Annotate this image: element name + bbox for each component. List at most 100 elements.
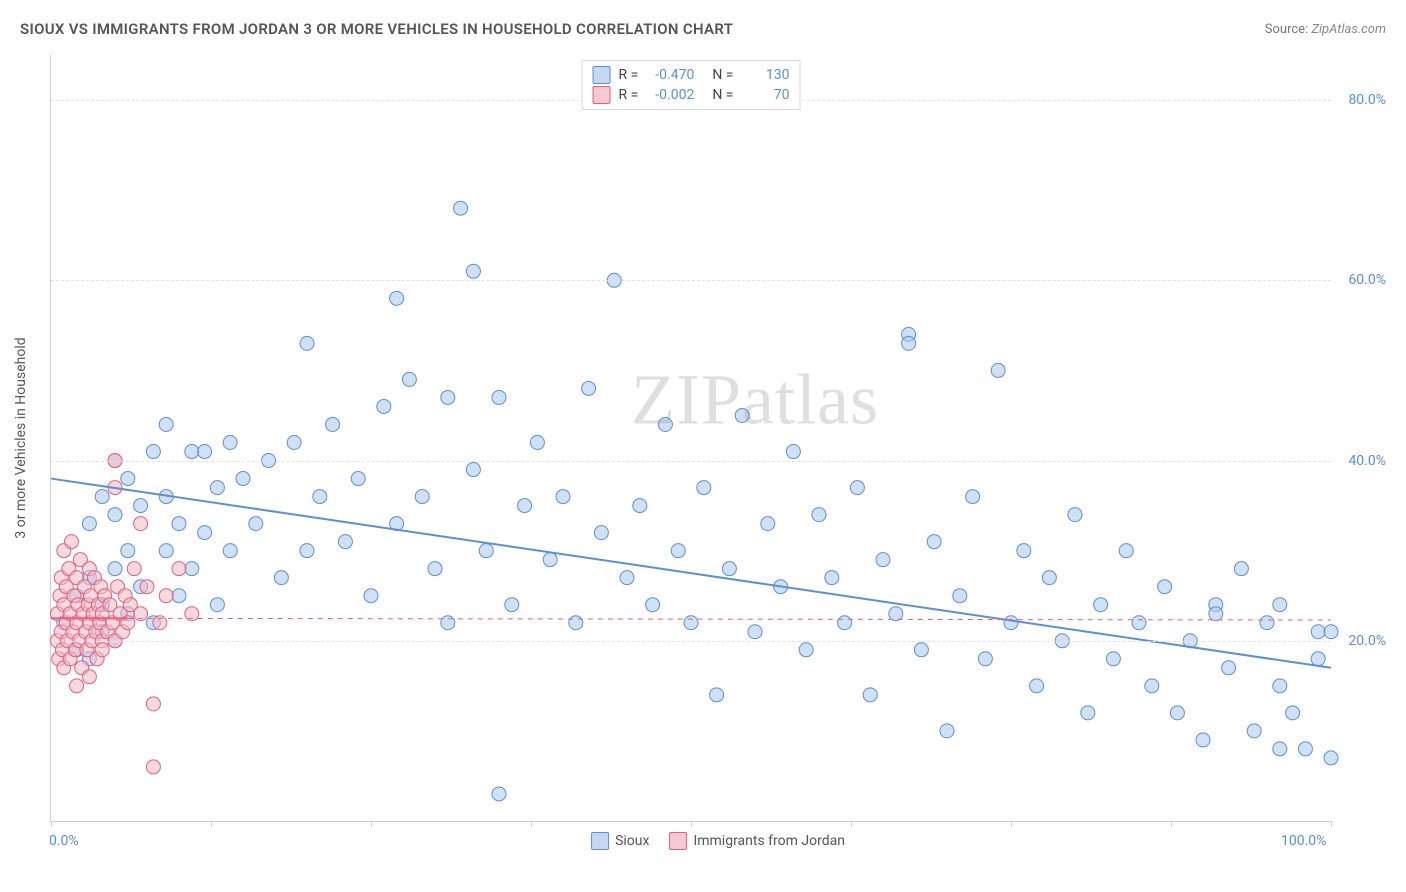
xtick xyxy=(51,821,52,827)
stat-n-label: N = xyxy=(712,67,733,83)
ytick-label: 80.0% xyxy=(1348,92,1386,108)
data-point xyxy=(889,607,903,621)
data-point xyxy=(210,481,224,495)
data-point xyxy=(338,535,352,549)
data-point xyxy=(1324,751,1338,765)
stat-n-label: N = xyxy=(712,87,733,103)
data-point xyxy=(825,571,839,585)
data-point xyxy=(735,408,749,422)
data-point xyxy=(236,472,250,486)
data-point xyxy=(492,390,506,404)
xtick xyxy=(1011,821,1012,827)
xtick xyxy=(371,821,372,827)
data-point xyxy=(1158,580,1172,594)
data-point xyxy=(223,544,237,558)
legend-item-sioux: Sioux xyxy=(591,832,649,850)
data-point xyxy=(95,490,109,504)
data-point xyxy=(620,571,634,585)
data-point xyxy=(1119,544,1133,558)
data-point xyxy=(134,517,148,531)
ytick-label: 40.0% xyxy=(1348,453,1386,469)
bottom-legend: Sioux Immigrants from Jordan xyxy=(591,832,845,850)
data-point xyxy=(326,417,340,431)
data-point xyxy=(1273,679,1287,693)
data-point xyxy=(159,544,173,558)
data-point xyxy=(1209,607,1223,621)
data-point xyxy=(799,643,813,657)
chart-container: R = -0.470 N = 130 R = -0.002 N = 70 ZIP… xyxy=(50,55,1386,852)
data-point xyxy=(1170,706,1184,720)
data-point xyxy=(185,445,199,459)
data-point xyxy=(466,463,480,477)
data-point xyxy=(556,490,570,504)
data-point xyxy=(441,616,455,630)
data-point xyxy=(1286,706,1300,720)
data-point xyxy=(863,688,877,702)
ytick-label: 20.0% xyxy=(1348,633,1386,649)
data-point xyxy=(108,508,122,522)
xtick xyxy=(691,821,692,827)
data-point xyxy=(1030,679,1044,693)
stat-r-jordan: -0.002 xyxy=(646,87,694,103)
data-point xyxy=(210,598,224,612)
scatter-svg xyxy=(51,55,1331,821)
data-point xyxy=(594,526,608,540)
data-point xyxy=(82,670,96,684)
data-point xyxy=(1196,733,1210,747)
correlation-stats-box: R = -0.470 N = 130 R = -0.002 N = 70 xyxy=(582,60,801,110)
gridline-h xyxy=(51,280,1331,281)
y-axis-label: 3 or more Vehicles in Household xyxy=(13,337,29,538)
source-value: ZipAtlas.com xyxy=(1311,22,1386,37)
data-point xyxy=(914,643,928,657)
legend-swatch-jordan xyxy=(669,832,687,850)
data-point xyxy=(274,571,288,585)
data-point xyxy=(64,535,78,549)
data-point xyxy=(1222,661,1236,675)
data-point xyxy=(761,517,775,531)
data-point xyxy=(402,372,416,386)
stat-r-label: R = xyxy=(619,87,639,103)
data-point xyxy=(1042,571,1056,585)
data-point xyxy=(978,652,992,666)
data-point xyxy=(492,787,506,801)
chart-title: SIOUX VS IMMIGRANTS FROM JORDAN 3 OR MOR… xyxy=(20,20,733,38)
data-point xyxy=(121,472,135,486)
data-point xyxy=(991,363,1005,377)
data-point xyxy=(134,499,148,513)
data-point xyxy=(172,589,186,603)
data-point xyxy=(902,336,916,350)
data-point xyxy=(108,562,122,576)
data-point xyxy=(441,390,455,404)
data-point xyxy=(1145,679,1159,693)
trend-line xyxy=(51,479,1331,668)
data-point xyxy=(140,580,154,594)
data-point xyxy=(198,526,212,540)
data-point xyxy=(390,291,404,305)
data-point xyxy=(82,517,96,531)
data-point xyxy=(1273,598,1287,612)
data-point xyxy=(428,562,442,576)
plot-area: R = -0.470 N = 130 R = -0.002 N = 70 ZIP… xyxy=(50,55,1331,822)
data-point xyxy=(953,589,967,603)
data-point xyxy=(582,381,596,395)
legend-label-sioux: Sioux xyxy=(615,833,649,849)
data-point xyxy=(95,643,109,657)
data-point xyxy=(1106,652,1120,666)
data-point xyxy=(1298,742,1312,756)
data-point xyxy=(1311,652,1325,666)
stat-n-jordan: 70 xyxy=(741,87,789,103)
data-point xyxy=(153,616,167,630)
data-point xyxy=(70,679,84,693)
data-point xyxy=(850,481,864,495)
data-point xyxy=(223,436,237,450)
data-point xyxy=(530,436,544,450)
data-point xyxy=(172,562,186,576)
stat-r-sioux: -0.470 xyxy=(646,67,694,83)
xtick-label: 0.0% xyxy=(49,833,79,849)
data-point xyxy=(300,544,314,558)
data-point xyxy=(479,544,493,558)
data-point xyxy=(940,724,954,738)
data-point xyxy=(146,760,160,774)
data-point xyxy=(1273,742,1287,756)
gridline-h xyxy=(51,641,1331,642)
